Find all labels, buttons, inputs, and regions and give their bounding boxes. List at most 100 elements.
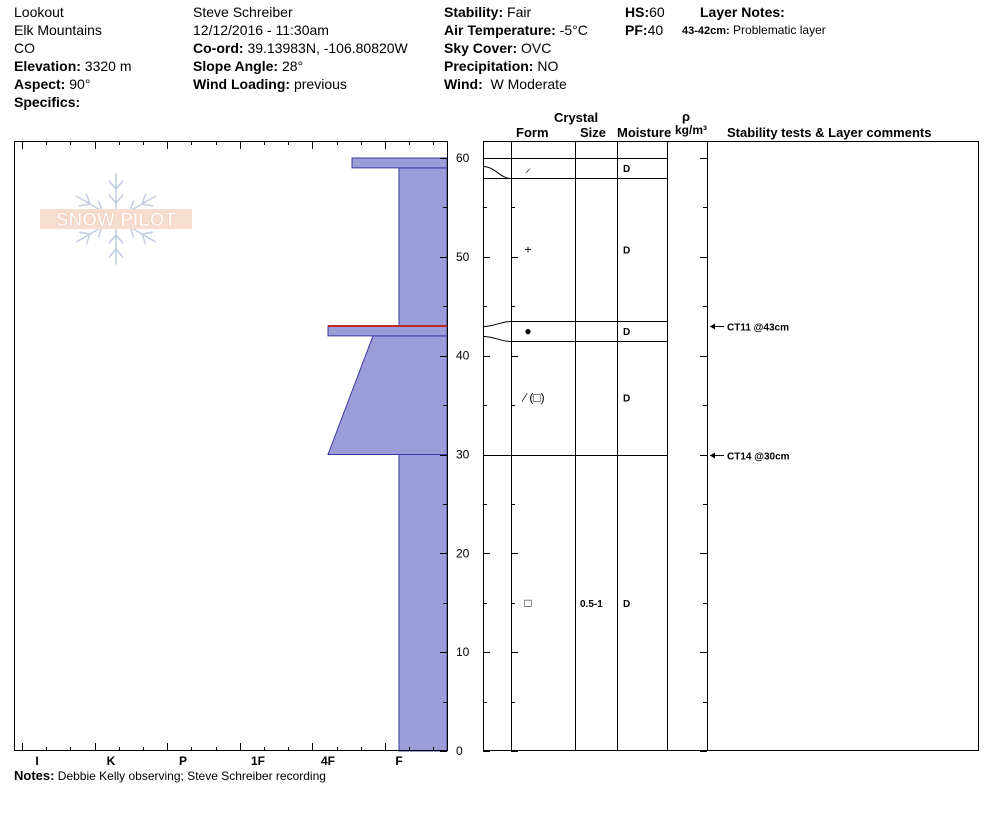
logo-band [40, 209, 192, 229]
size-header: Size [580, 125, 607, 140]
slope-row: Slope Angle: 28° [193, 58, 303, 75]
precip-value: NO [537, 58, 559, 74]
crystal-form: ● [524, 324, 531, 338]
notes-text: Debbie Kelly observing; Steve Schreiber … [57, 769, 326, 783]
x-category-label: K [107, 754, 116, 768]
crystal-size: 0.5-1 [580, 599, 603, 610]
y-tick-label: 50 [456, 250, 470, 264]
flake-branch [141, 203, 153, 207]
hardness-plot-frame [14, 141, 448, 751]
x-category-label: P [179, 754, 187, 768]
hardness-segment [327, 325, 448, 337]
flake-branch [115, 248, 124, 258]
test-arrow-head [710, 323, 715, 330]
elevation-label: Elevation: [14, 58, 81, 74]
layer-rows: ⸝ D + D ● D ∕ (□) D □ 0.5-1 D [482, 158, 667, 610]
elevation-value: 3320 m [84, 58, 132, 74]
precip-label: Precipitation: [444, 58, 534, 74]
stability-test-label: CT11 @43cm [727, 323, 789, 334]
specifics-label: Specifics: [14, 94, 81, 110]
moisture-value: D [623, 327, 630, 338]
crystal-form: + [524, 242, 531, 256]
snow-pilot-logo: SNOW PILOT [40, 173, 192, 265]
hs-label: HS: [625, 4, 650, 20]
flake-branch [79, 203, 91, 207]
hardness-profile [327, 157, 448, 752]
hardness-segment [351, 157, 448, 169]
mountain-range: Elk Mountains [14, 22, 102, 38]
wind-loading-value: previous [293, 76, 347, 92]
flake-branch [141, 233, 147, 245]
logo-text: SNOW PILOT [56, 210, 177, 231]
air-temp-label: Air Temperature: [444, 22, 556, 38]
moisture-value: D [623, 599, 630, 610]
layer-note-text: Problematic layer [733, 23, 826, 37]
wind-loading-label: Wind Loading: [193, 76, 291, 92]
pf-label: PF: [625, 22, 648, 38]
hs-value: 60 [649, 4, 665, 20]
sky-row: Sky Cover: OVC [444, 40, 551, 57]
stability-tests: CT11 @43cm CT14 @30cm [710, 323, 790, 463]
stability-test-label: CT14 @30cm [727, 452, 790, 463]
axes: 0 10 20 30 40 50 60 I K P 1F 4F F [22, 141, 707, 768]
observer-name: Steve Schreiber [193, 4, 293, 20]
stability-row: Stability: Fair [444, 4, 531, 21]
coord-label: Co-ord: [193, 40, 244, 56]
form-header: Form [516, 125, 549, 140]
flake-branch [141, 193, 147, 205]
state: CO [14, 40, 35, 56]
flake-branch [108, 180, 117, 190]
wind-value: W Moderate [490, 76, 567, 92]
hs-row: HS:60 [625, 4, 665, 21]
y-tick-label: 10 [456, 645, 470, 659]
slope-value: 28° [281, 58, 304, 74]
y-tick-label: 60 [456, 151, 470, 165]
layer-connector [482, 336, 512, 342]
coord-row: Co-ord: 39.13983N, -106.80820W [193, 40, 408, 57]
crystal-form: ∕ (□) [521, 391, 545, 405]
crystal-form: □ [524, 596, 531, 610]
flake-branch [79, 231, 91, 235]
aspect-label: Aspect: [14, 76, 66, 92]
y-tick-label: 0 [456, 744, 463, 758]
location-name: Lookout [14, 4, 64, 20]
sky-value: OVC [521, 40, 552, 56]
flake-branch [115, 194, 124, 204]
precip-row: Precipitation: NO [444, 58, 558, 75]
stability-value: Fair [507, 4, 532, 20]
hardness-segment [327, 335, 448, 455]
x-category-label: F [395, 754, 402, 768]
pf-row: PF:40 [625, 22, 663, 39]
moisture-header: Moisture [617, 125, 672, 140]
layer-note-range: 43-42cm: [682, 25, 730, 37]
layer-table-frame [483, 141, 979, 751]
elevation-row: Elevation: 3320 m [14, 58, 132, 75]
flake-branch [85, 233, 91, 245]
flake-branch [141, 231, 153, 235]
moisture-value: D [623, 245, 630, 256]
wind-label: Wind: [444, 76, 483, 92]
layer-note: 43-42cm: Problematic layer [682, 22, 826, 40]
wind-loading-row: Wind Loading: previous [193, 76, 347, 93]
rho-header: ρ [682, 109, 691, 124]
hardness-segment [398, 454, 448, 752]
x-category-label: 1F [251, 754, 265, 768]
test-arrow-head [710, 452, 715, 459]
layer-notes-label: Layer Notes: [700, 4, 785, 20]
sky-label: Sky Cover: [444, 40, 518, 56]
flake-branch [115, 180, 124, 190]
crystal-form: ⸝ [525, 161, 531, 175]
layer-connector [482, 321, 512, 327]
y-tick-label: 30 [456, 448, 470, 462]
air-temp-value: -5°C [559, 22, 588, 38]
air-temp-row: Air Temperature: -5°C [444, 22, 588, 39]
x-category-label: I [35, 754, 38, 768]
hardness-segment [398, 167, 448, 327]
wind-row: Wind: W Moderate [444, 76, 567, 93]
flake-branch [108, 194, 117, 204]
y-tick-label: 20 [456, 546, 470, 560]
crystal-header: Crystal [554, 110, 599, 125]
moisture-value: D [623, 394, 630, 405]
slope-label: Slope Angle: [193, 58, 279, 74]
aspect-value: 90° [69, 76, 91, 92]
